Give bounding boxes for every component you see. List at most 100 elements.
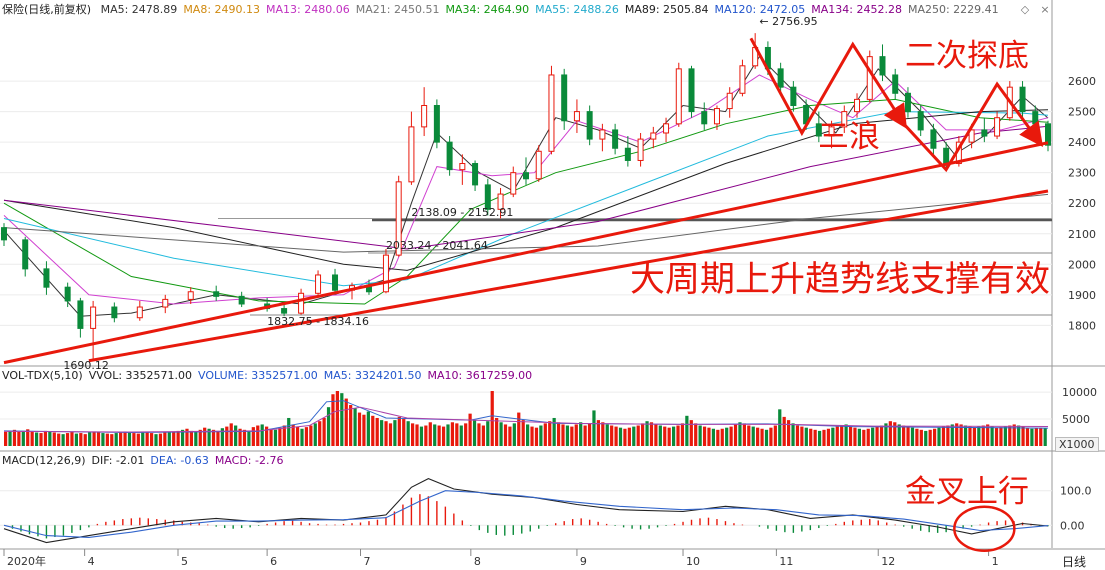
volume-bar — [291, 424, 295, 446]
volume-bar — [871, 427, 875, 446]
volume-bar — [729, 426, 733, 446]
volume-bar — [136, 433, 140, 446]
candle-body — [43, 268, 50, 288]
golden-cross-circle — [953, 505, 1016, 552]
ma-legend-item: MA21: 2450.51 — [355, 3, 440, 16]
volume-bar — [782, 416, 786, 446]
candle-body — [854, 98, 861, 113]
volume-bar — [349, 405, 353, 446]
candle-body — [599, 129, 606, 140]
volume-bar — [596, 420, 601, 446]
volume-bar — [707, 427, 711, 446]
volume-bar — [968, 426, 972, 446]
volume-bar — [282, 425, 286, 446]
ma-legend-item: MA134: 2452.28 — [811, 3, 902, 16]
volume-bar — [756, 427, 760, 446]
candle-body — [675, 68, 682, 125]
volume-bar — [459, 425, 463, 446]
volume-bar — [12, 429, 17, 446]
volume-bar — [265, 426, 269, 446]
volume-bar — [481, 425, 485, 446]
volume-bar — [52, 432, 56, 446]
volume-bar — [641, 423, 645, 446]
diamond-icon[interactable]: ◇ — [1020, 3, 1030, 16]
volume-bar — [526, 424, 530, 446]
volume-bar — [176, 430, 180, 446]
volume-bar — [486, 421, 490, 446]
volume-bar — [605, 424, 609, 446]
close-icon[interactable]: × — [1040, 3, 1050, 16]
volume-bar — [39, 433, 43, 446]
volume-bar — [583, 425, 587, 446]
vol-legend-item: VVOL: 3352571.00 — [88, 369, 193, 382]
candle-body — [535, 150, 542, 180]
ma-legend-item: MA250: 2229.41 — [907, 3, 999, 16]
candle-body — [841, 111, 848, 128]
x-tick-label: 8 — [474, 555, 481, 568]
volume-bar — [362, 414, 366, 446]
volume-bar — [565, 425, 570, 446]
volume-bar — [711, 428, 716, 446]
volume-bar — [428, 422, 432, 446]
x-tick-label: 10 — [686, 555, 700, 568]
volume-bar — [649, 422, 654, 446]
candle-body — [866, 56, 873, 100]
volume-bar — [477, 423, 481, 446]
candle-body — [981, 129, 988, 137]
volume-bar — [804, 427, 808, 446]
main-legend-row: 保险(日线,前复权) MA5: 2478.89 MA8: 2490.13 MA13:… — [2, 2, 1011, 18]
x-tick-label: 1 — [992, 555, 999, 568]
x-tick-label: 2020年 — [7, 554, 46, 568]
macd-legend-item: MACD: -2.76 — [214, 454, 284, 467]
volume-bar — [822, 429, 826, 446]
candle-body — [930, 129, 937, 149]
candle-body — [904, 92, 911, 113]
candle-body — [523, 172, 529, 180]
volume-unit-button[interactable]: X1000 — [1055, 437, 1099, 452]
volume-bar — [769, 427, 773, 446]
volume-bar — [614, 426, 618, 446]
volume-bar — [83, 434, 87, 446]
volume-bar — [464, 423, 468, 446]
volume-bar — [79, 433, 83, 446]
wave-arrow-second-bottom — [902, 81, 1044, 173]
candle-body — [701, 111, 708, 125]
candle-body — [433, 105, 440, 143]
annotation-three-waves: 三浪 — [818, 119, 880, 155]
volume-bar — [937, 427, 941, 446]
candle-body — [213, 291, 220, 297]
volume-bar — [632, 426, 636, 446]
volume-bar — [906, 426, 910, 446]
candle-body — [111, 306, 118, 319]
price-tick-label: 1800 — [1068, 319, 1096, 332]
volume-bar — [1039, 427, 1043, 446]
volume-bar — [910, 427, 915, 446]
volume-bar — [1012, 424, 1016, 446]
price-label: ← 2756.95 — [759, 15, 817, 28]
x-tick-label: 6 — [270, 555, 277, 568]
volume-bar — [853, 427, 857, 446]
candle-body — [136, 306, 143, 319]
volume-bar — [238, 428, 242, 446]
volume-bar — [380, 420, 384, 446]
price-tick-label: 2400 — [1068, 136, 1096, 149]
candle-body — [624, 147, 631, 161]
candle-body — [64, 286, 71, 302]
volume-bar — [592, 410, 596, 446]
candle-body — [713, 108, 720, 125]
volume-bar — [225, 426, 229, 446]
volume-bar — [738, 422, 742, 446]
volume-bar — [813, 429, 817, 446]
candle-body — [1045, 123, 1051, 146]
volume-bar — [242, 429, 247, 446]
volume-bar — [1021, 426, 1025, 446]
volume-bar — [256, 425, 260, 446]
candle-body — [879, 56, 886, 76]
volume-bar — [809, 428, 813, 446]
volume-bar — [247, 430, 251, 446]
volume-bar — [645, 421, 649, 446]
volume-bar — [552, 417, 556, 446]
period-button[interactable]: 日线 — [1062, 555, 1087, 569]
volume-bar — [694, 423, 698, 446]
